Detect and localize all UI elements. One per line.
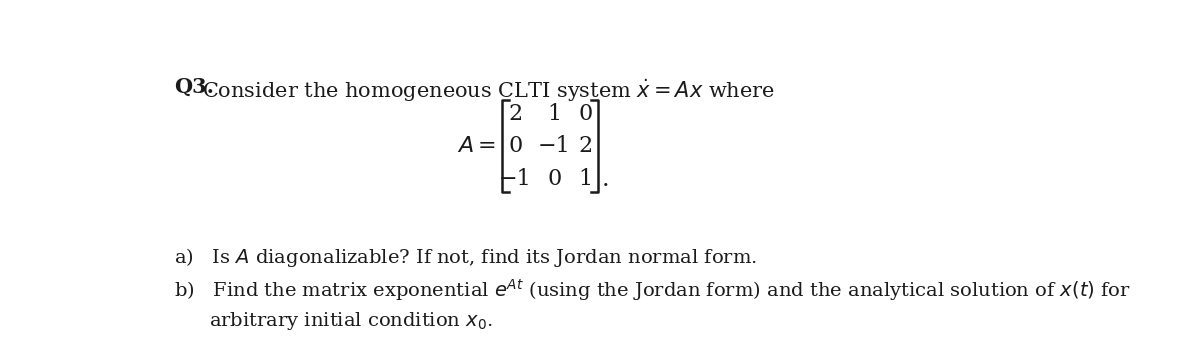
Text: a)   Is $A$ diagonalizable? If not, find its Jordan normal form.: a) Is $A$ diagonalizable? If not, find i… [174,246,757,269]
Text: 1: 1 [578,168,592,190]
Text: b)   Find the matrix exponential $e^{At}$ (using the Jordan form) and the analyt: b) Find the matrix exponential $e^{At}$ … [174,277,1131,303]
Text: 0: 0 [508,135,522,157]
Text: −1: −1 [499,168,532,190]
Text: −1: −1 [538,135,571,157]
Text: $A =$: $A =$ [457,135,496,157]
Text: Q3.: Q3. [174,77,215,97]
Text: 2: 2 [578,135,592,157]
Text: 0: 0 [578,103,592,125]
Text: 2: 2 [508,103,522,125]
Text: arbitrary initial condition $x_0$.: arbitrary initial condition $x_0$. [210,310,493,332]
Text: 0: 0 [547,168,561,190]
Text: .: . [601,168,610,191]
Text: 1: 1 [547,103,561,125]
Text: Consider the homogeneous CLTI system $\dot{x} = Ax$ where: Consider the homogeneous CLTI system $\d… [202,77,775,104]
